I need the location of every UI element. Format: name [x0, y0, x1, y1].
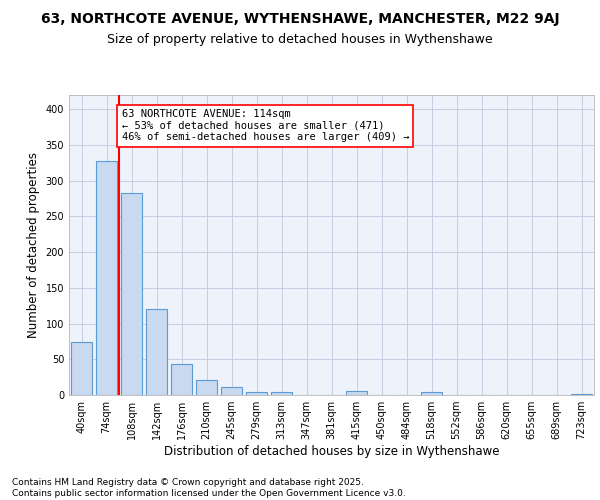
- Bar: [71, 342, 92, 395]
- Bar: [221, 387, 242, 395]
- Bar: [171, 364, 192, 395]
- Bar: [96, 160, 117, 395]
- Text: 63, NORTHCOTE AVENUE, WYTHENSHAWE, MANCHESTER, M22 9AJ: 63, NORTHCOTE AVENUE, WYTHENSHAWE, MANCH…: [41, 12, 559, 26]
- Bar: [246, 392, 267, 395]
- Text: 63 NORTHCOTE AVENUE: 114sqm
← 53% of detached houses are smaller (471)
46% of se: 63 NORTHCOTE AVENUE: 114sqm ← 53% of det…: [121, 110, 409, 142]
- Text: Size of property relative to detached houses in Wythenshawe: Size of property relative to detached ho…: [107, 32, 493, 46]
- Bar: [196, 380, 217, 395]
- Y-axis label: Number of detached properties: Number of detached properties: [27, 152, 40, 338]
- Bar: [271, 392, 292, 395]
- Bar: [121, 193, 142, 395]
- Bar: [146, 308, 167, 395]
- Bar: [346, 392, 367, 395]
- Bar: [571, 394, 592, 395]
- Text: Contains HM Land Registry data © Crown copyright and database right 2025.
Contai: Contains HM Land Registry data © Crown c…: [12, 478, 406, 498]
- Bar: [421, 392, 442, 395]
- X-axis label: Distribution of detached houses by size in Wythenshawe: Distribution of detached houses by size …: [164, 445, 499, 458]
